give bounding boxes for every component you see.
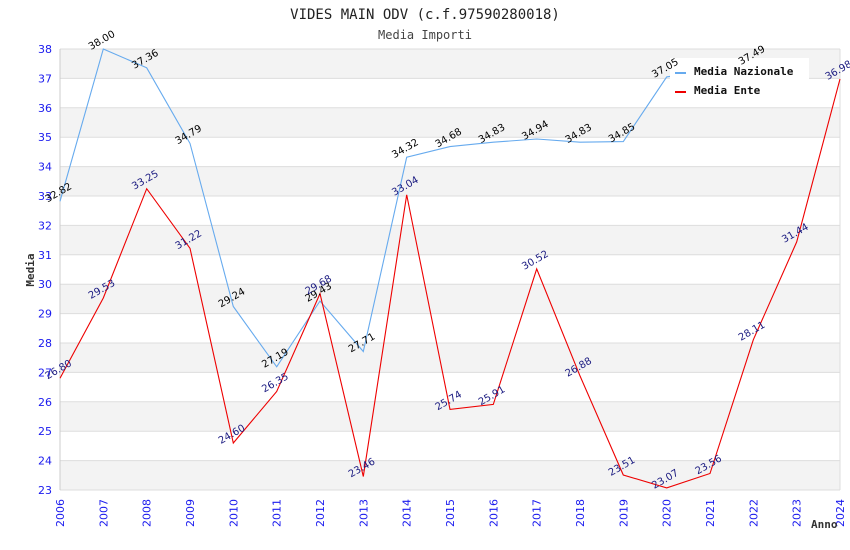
y-tick-label: 38 xyxy=(38,43,52,56)
grid-band xyxy=(60,461,840,490)
x-tick-label: 2014 xyxy=(401,499,414,527)
x-tick-label: 2015 xyxy=(444,499,457,527)
y-tick-label: 23 xyxy=(38,484,52,497)
x-tick-label: 2006 xyxy=(54,499,67,527)
y-tick-label: 32 xyxy=(38,219,52,232)
x-tick-label: 2017 xyxy=(531,499,544,527)
grid-band xyxy=(60,314,840,343)
x-tick-label: 2011 xyxy=(271,499,284,527)
y-tick-label: 26 xyxy=(38,396,52,409)
x-tick-label: 2009 xyxy=(184,499,197,527)
y-tick-label: 25 xyxy=(38,425,52,438)
x-tick-label: 2008 xyxy=(141,499,154,527)
x-tick-label: 2021 xyxy=(704,499,717,527)
x-tick-label: 2007 xyxy=(97,499,110,527)
x-tick-label: 2020 xyxy=(661,499,674,527)
x-tick-label: 2019 xyxy=(617,499,630,527)
y-tick-label: 29 xyxy=(38,308,52,321)
grid-band xyxy=(60,343,840,372)
grid-band xyxy=(60,167,840,196)
x-tick-label: 2023 xyxy=(791,499,804,527)
y-tick-label: 28 xyxy=(38,337,52,350)
y-tick-label: 35 xyxy=(38,131,52,144)
x-tick-label: 2012 xyxy=(314,499,327,527)
x-tick-label: 2018 xyxy=(574,499,587,527)
legend-label-nazionale: Media Nazionale xyxy=(694,65,794,78)
y-tick-label: 30 xyxy=(38,278,52,291)
plot-background xyxy=(60,49,840,490)
x-tick-label: 2013 xyxy=(357,499,370,527)
y-tick-label: 34 xyxy=(38,161,52,174)
y-axis-label: Media xyxy=(24,253,37,286)
y-tick-label: 24 xyxy=(38,455,52,468)
y-tick-label: 37 xyxy=(38,72,52,85)
grid-band xyxy=(60,196,840,225)
x-axis-ticks: 2006 2007 2008 2009 2010 2011 2012 2013 2014 2015… xyxy=(54,499,847,527)
y-tick-label: 36 xyxy=(38,102,52,115)
x-tick-label: 2010 xyxy=(227,499,240,527)
x-axis-label: Anno xyxy=(811,518,838,531)
chart-subtitle: Media Importi xyxy=(378,28,472,42)
x-tick-label: 2016 xyxy=(487,499,500,527)
legend-label-ente: Media Ente xyxy=(694,84,761,97)
chart-title: VIDES MAIN ODV (c.f.97590280018) xyxy=(290,7,560,23)
x-tick-label: 2022 xyxy=(747,499,760,527)
y-tick-label: 31 xyxy=(38,249,52,262)
grid-band xyxy=(60,284,840,313)
grid-band xyxy=(60,431,840,460)
grid-band xyxy=(60,255,840,284)
